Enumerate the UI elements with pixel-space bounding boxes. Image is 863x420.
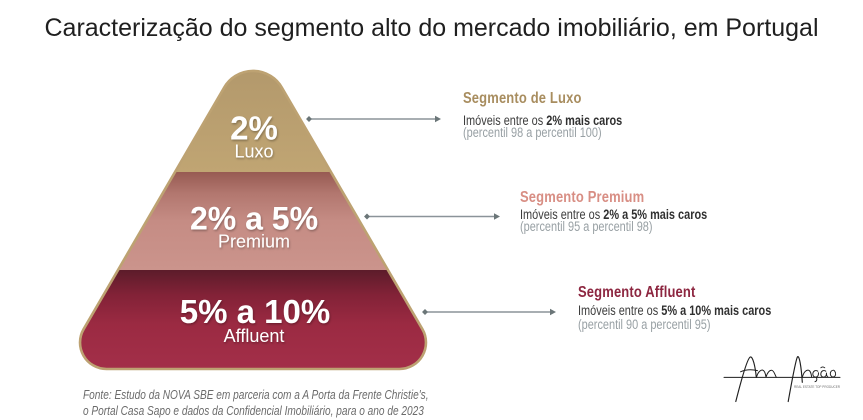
svg-text:REAL ESTATE TOP PRODUCER: REAL ESTATE TOP PRODUCER — [794, 385, 841, 389]
svg-text:2% a 5%: 2% a 5% — [190, 201, 318, 237]
svg-text:Premium: Premium — [218, 232, 290, 252]
svg-text:2%: 2% — [230, 110, 278, 147]
svg-text:5% a 10%: 5% a 10% — [180, 293, 330, 330]
svg-text:Luxo: Luxo — [234, 142, 273, 162]
svg-text:Affluent: Affluent — [224, 326, 285, 346]
